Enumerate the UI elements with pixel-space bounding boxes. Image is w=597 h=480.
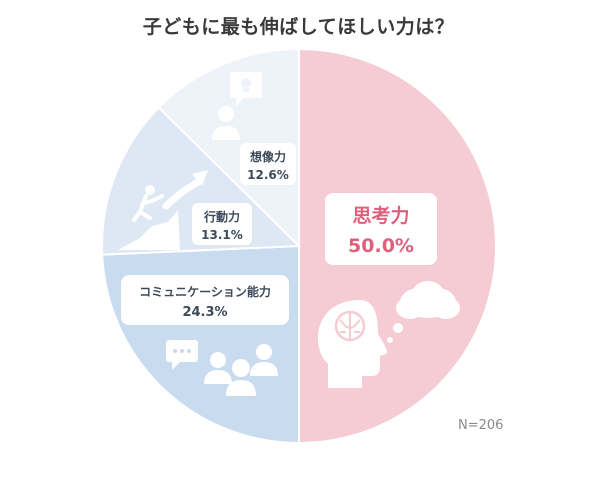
pie-slice-3	[157, 47, 300, 249]
slice-label-thinking-name: 思考力	[352, 204, 409, 227]
slice-label-action-value: 13.1%	[201, 228, 243, 242]
slice-label-imagination-name: 想像力	[249, 149, 286, 164]
sample-size-note: N=206	[458, 418, 504, 433]
slice-label-action: 行動力 13.1%	[192, 203, 252, 245]
slice-label-communication: コミュニケーション能力 24.3%	[121, 275, 289, 325]
climber-arrow-icon	[118, 170, 208, 250]
slice-label-communication-value: 24.3%	[182, 305, 227, 320]
person-lightbulb-icon	[212, 72, 262, 140]
head-brain-thought-icon	[318, 281, 460, 388]
slice-label-thinking-value: 50.0%	[348, 235, 414, 257]
slice-label-communication-name: コミュニケーション能力	[139, 284, 271, 299]
slice-label-action-name: 行動力	[203, 209, 240, 224]
slice-label-imagination-value: 12.6%	[247, 168, 289, 182]
chart-title: 子どもに最も伸ばしてほしい力は？	[142, 16, 455, 38]
slice-label-imagination: 想像力 12.6%	[240, 143, 296, 185]
slice-label-thinking: 思考力 50.0%	[325, 193, 437, 265]
people-speech-bubble-icon	[166, 340, 278, 396]
